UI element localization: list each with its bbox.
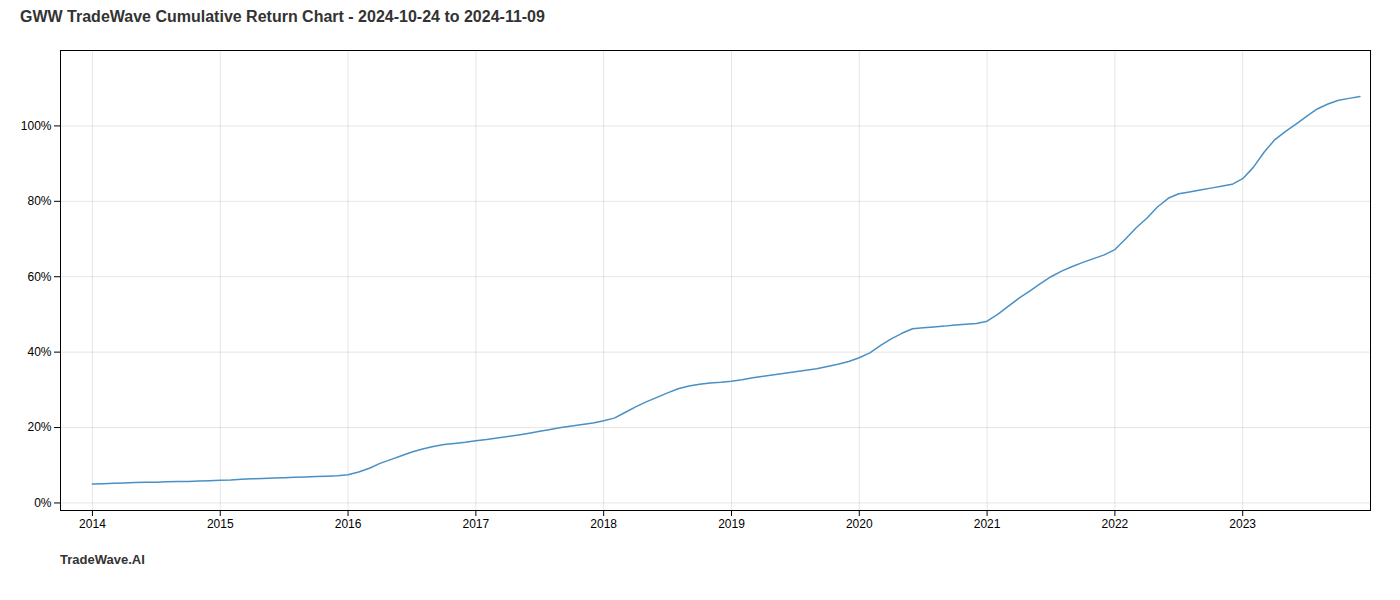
svg-text:2017: 2017 [463, 517, 490, 531]
svg-text:2016: 2016 [335, 517, 362, 531]
svg-text:80%: 80% [27, 194, 51, 208]
svg-text:2018: 2018 [590, 517, 617, 531]
svg-text:2014: 2014 [79, 517, 106, 531]
svg-text:100%: 100% [21, 119, 52, 133]
svg-text:2019: 2019 [718, 517, 745, 531]
html-text:TradeWave.AI: TradeWave.AI [60, 552, 145, 567]
svg-text:20%: 20% [27, 420, 51, 434]
svg-text:2020: 2020 [846, 517, 873, 531]
svg-text:60%: 60% [27, 270, 51, 284]
svg-text:2021: 2021 [974, 517, 1001, 531]
svg-text:2022: 2022 [1102, 517, 1129, 531]
svg-text:2023: 2023 [1229, 517, 1256, 531]
svg-text:0%: 0% [34, 496, 52, 510]
svg-text:40%: 40% [27, 345, 51, 359]
html-text:GWW TradeWave Cumulative Retur: GWW TradeWave Cumulative Return Chart - … [20, 8, 545, 25]
svg-text:2015: 2015 [207, 517, 234, 531]
